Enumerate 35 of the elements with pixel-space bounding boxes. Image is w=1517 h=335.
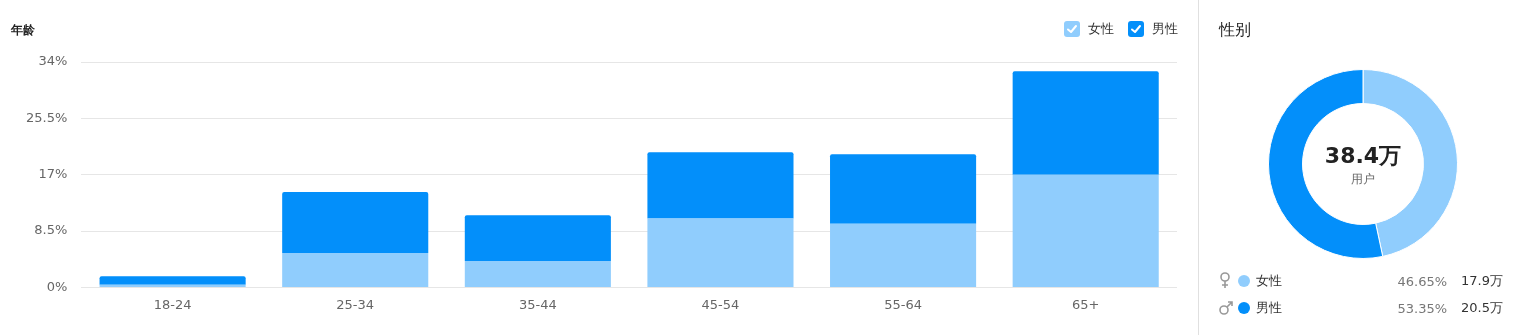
x-tick-label: 25-34 — [336, 296, 375, 312]
bar — [464, 215, 611, 261]
y-tick-label: 8.5% — [34, 222, 68, 238]
x-tick-label: 55-64 — [884, 296, 922, 312]
bar — [647, 152, 794, 219]
text: 用户 — [1350, 171, 1376, 188]
y-tick-label: 17% — [38, 166, 68, 182]
text: 17.9万 — [1461, 272, 1503, 290]
data-label: 46.65% — [1397, 273, 1448, 289]
x-tick-label: 45-54 — [701, 296, 740, 312]
bar — [282, 252, 429, 287]
bar — [830, 154, 977, 224]
y-tick-label: 0% — [46, 278, 68, 294]
bar — [1012, 71, 1159, 175]
legend-label: 男性 — [1152, 20, 1178, 38]
x-tick-label: 35-44 — [518, 296, 557, 312]
text: 38.4万 — [1323, 142, 1403, 170]
x-tick-label: 65+ — [1071, 296, 1100, 312]
y-axis-title: 年龄 — [11, 22, 35, 39]
text: 20.5万 — [1461, 299, 1503, 317]
y-tick-label: 34% — [38, 53, 68, 69]
bar — [830, 223, 977, 287]
y-tick-label: 25.5% — [25, 109, 68, 125]
bar — [282, 191, 429, 253]
legend-label: 女性 — [1088, 20, 1114, 38]
legend-label: 男性 — [1256, 299, 1282, 317]
bar — [99, 276, 246, 285]
legend-label: 女性 — [1256, 272, 1282, 290]
bar — [647, 218, 794, 287]
x-tick-label: 18-24 — [153, 296, 192, 312]
bar — [99, 284, 246, 287]
chart-title: 性别 — [1219, 20, 1251, 41]
bar — [464, 260, 611, 287]
data-label: 53.35% — [1397, 300, 1448, 316]
bar — [1012, 174, 1159, 287]
